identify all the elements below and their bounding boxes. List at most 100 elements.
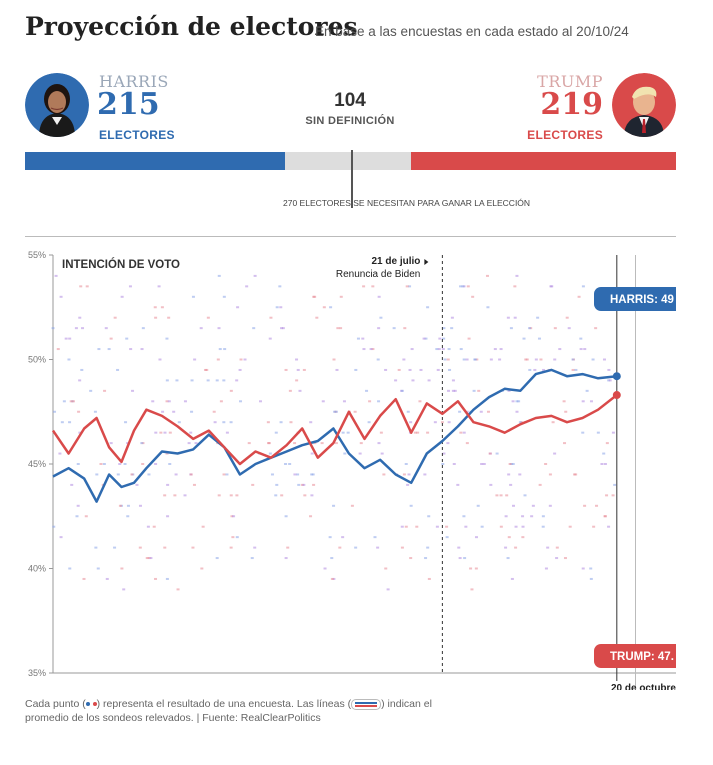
trump-electors-label: ELECTORES — [527, 128, 603, 142]
harris-electors: 215 — [97, 87, 160, 122]
poll-dot — [201, 525, 205, 528]
poll-dot — [499, 348, 503, 351]
poll-dot — [581, 400, 585, 403]
poll-dot — [544, 463, 548, 465]
poll-dot — [469, 567, 473, 570]
poll-dot — [435, 525, 439, 528]
poll-dot — [402, 473, 406, 476]
poll-dot — [151, 400, 155, 403]
poll-dot — [199, 327, 203, 330]
poll-dot — [113, 546, 117, 549]
poll-dot — [165, 577, 169, 580]
poll-dot — [585, 389, 589, 392]
poll-dot — [474, 536, 478, 539]
poll-dot — [284, 368, 288, 371]
poll-dot — [80, 368, 84, 371]
poll-dot — [123, 463, 127, 465]
series-line-trump — [51, 394, 618, 466]
poll-dot — [462, 515, 466, 518]
poll-dot — [288, 389, 292, 392]
poll-dot — [442, 337, 446, 340]
poll-dot — [608, 379, 612, 382]
poll-dot — [415, 525, 419, 528]
poll-dot — [499, 525, 503, 528]
poll-dot — [296, 368, 300, 371]
poll-dot — [361, 337, 365, 340]
poll-dot — [303, 494, 307, 497]
poll-dot — [175, 379, 179, 382]
poll-dot — [154, 316, 158, 319]
poll-dot — [330, 577, 334, 580]
poll-dot — [166, 483, 170, 486]
y-tick-label: 50% — [28, 355, 46, 365]
poll-dot — [589, 400, 593, 403]
poll-dot — [284, 557, 288, 560]
poll-dot — [419, 368, 423, 371]
poll-dot — [447, 348, 451, 351]
poll-dot — [583, 504, 587, 507]
poll-dot — [168, 431, 172, 434]
poll-dot — [190, 410, 194, 413]
poll-dot — [60, 421, 64, 424]
poll-dot — [498, 358, 502, 361]
poll-dot — [531, 504, 535, 507]
poll-dot — [166, 515, 170, 518]
harris-avatar — [25, 73, 89, 137]
poll-dot — [507, 389, 511, 392]
poll-dot — [160, 306, 164, 309]
poll-dot — [462, 431, 466, 434]
poll-dot — [51, 327, 55, 330]
poll-dot — [334, 442, 338, 445]
poll-dot — [236, 306, 240, 309]
poll-dot — [339, 327, 343, 330]
poll-dot — [320, 442, 324, 445]
poll-dot — [116, 473, 120, 476]
poll-dot — [302, 483, 306, 486]
poll-dot — [450, 316, 454, 319]
poll-dot — [427, 515, 431, 518]
poll-dot — [341, 536, 345, 539]
poll-dot — [126, 504, 130, 507]
poll-dot — [426, 546, 430, 549]
poll-dot — [384, 567, 388, 570]
series-endpoint-harris — [612, 372, 621, 381]
poll-dot — [365, 389, 369, 392]
poll-dot — [213, 421, 217, 424]
poll-dot — [433, 421, 437, 424]
poll-dot — [135, 483, 139, 486]
poll-dot — [581, 285, 585, 288]
poll-dot — [342, 400, 346, 403]
poll-dot — [426, 431, 430, 434]
poll-dot — [506, 316, 510, 319]
poll-dot — [74, 327, 78, 330]
poll-dot — [457, 546, 461, 549]
poll-dot — [528, 327, 532, 330]
poll-dot — [482, 463, 486, 465]
poll-dot — [69, 400, 73, 403]
poll-dot — [517, 400, 521, 403]
poll-dot — [140, 442, 144, 445]
poll-dot — [459, 285, 463, 288]
poll-dot — [289, 421, 293, 424]
poll-dot — [546, 546, 550, 549]
poll-dot — [563, 442, 567, 445]
poll-dot — [445, 525, 449, 528]
poll-dot — [416, 431, 420, 434]
poll-dot — [461, 285, 465, 288]
poll-dot — [321, 400, 325, 403]
poll-dot — [67, 358, 71, 361]
poll-dot — [122, 588, 126, 591]
poll-dot — [259, 400, 263, 403]
poll-dot — [442, 452, 446, 455]
poll-dot — [302, 368, 306, 371]
poll-dot — [384, 368, 388, 371]
poll-dot — [397, 368, 401, 371]
poll-dot — [235, 536, 239, 539]
poll-dot — [450, 327, 454, 330]
poll-dot — [603, 463, 607, 465]
poll-dot — [315, 316, 319, 319]
trump-electors: 219 — [540, 87, 603, 122]
poll-dot — [462, 358, 466, 361]
footnote-part1: Cada punto ( — [25, 698, 86, 710]
poll-dot — [322, 306, 326, 309]
